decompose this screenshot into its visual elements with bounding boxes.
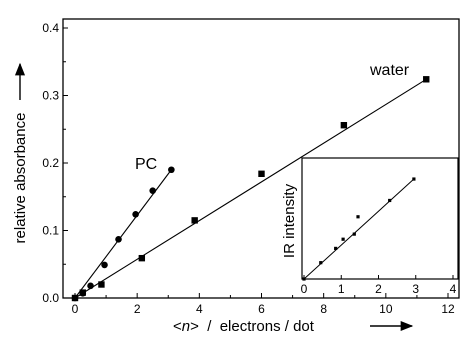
x-tick-label: 2 (134, 302, 141, 316)
x-tick-label: 6 (258, 302, 265, 316)
x-axis-title: <n> / electrons / dot (173, 318, 414, 335)
inset-x-tick-label: 4 (450, 282, 457, 296)
main-data-points (71, 76, 430, 302)
inset-data-point (341, 237, 345, 241)
data-point-pc (115, 235, 122, 243)
data-point-pc (87, 282, 94, 290)
inset-x-tick-label: 0 (301, 282, 308, 296)
inset-data-point (334, 246, 338, 250)
x-tick-label: 12 (441, 302, 455, 316)
data-point-water (191, 217, 198, 224)
data-point-water (79, 289, 86, 296)
data-point-pc (149, 187, 157, 194)
x-axis-title-rest: > / electrons / dot (190, 318, 315, 335)
data-point-water (340, 122, 348, 129)
x-tick-label: 0 (72, 302, 79, 316)
inset-data-point (302, 277, 306, 281)
main-axis-ticks: 0 2 4 6 8 10 120.00.10.20.30.4 (42, 21, 455, 316)
inset-data-point (356, 215, 360, 219)
series-label-water: water (369, 62, 410, 79)
inset-x-tick-label: 2 (375, 282, 382, 296)
x-axis-title-open: < (173, 318, 182, 335)
data-point-pc (132, 211, 139, 218)
y-tick-label: 0.2 (42, 156, 59, 170)
data-point-water (258, 170, 265, 177)
y-axis-title-text: relative absorbance (12, 113, 29, 244)
data-point-water (71, 294, 79, 302)
inset-data-points (302, 177, 416, 281)
y-tick-label: 0.4 (42, 21, 59, 35)
inset-x-tick-label: 1 (338, 282, 345, 296)
x-tick-label: 8 (320, 302, 327, 316)
fit-line-water (74, 78, 427, 299)
x-tick-label: 10 (379, 302, 393, 316)
x-axis-title-text: <n> / electrons / dot (173, 318, 315, 335)
data-point-water (138, 254, 146, 262)
series-label-pc: PC (135, 156, 157, 173)
data-point-water (98, 281, 105, 288)
inset-y-axis-title: IR intensity (281, 183, 298, 258)
fit-line-pc (74, 169, 172, 299)
y-axis-title: relative absorbance (12, 62, 29, 244)
inset-x-tick-label: 3 (412, 282, 419, 296)
inset-data-point (412, 177, 416, 181)
inset-frame (301, 157, 459, 280)
x-tick-label: 4 (196, 302, 203, 316)
inset-axis-ticks: 0 1 2 3 4 (301, 275, 457, 296)
data-point-pc (168, 166, 175, 174)
x-axis-title-variable: n (182, 318, 190, 335)
y-tick-label: 0.0 (42, 291, 59, 305)
inset-data-point (352, 232, 356, 236)
y-tick-label: 0.3 (42, 89, 59, 103)
inset-chart: 0 1 2 3 4 IR intensity (281, 157, 459, 296)
data-point-pc (101, 261, 108, 269)
inset-data-point (319, 261, 323, 265)
data-point-water (423, 76, 430, 83)
y-tick-label: 0.1 (42, 224, 59, 238)
inset-data-point (388, 198, 392, 203)
